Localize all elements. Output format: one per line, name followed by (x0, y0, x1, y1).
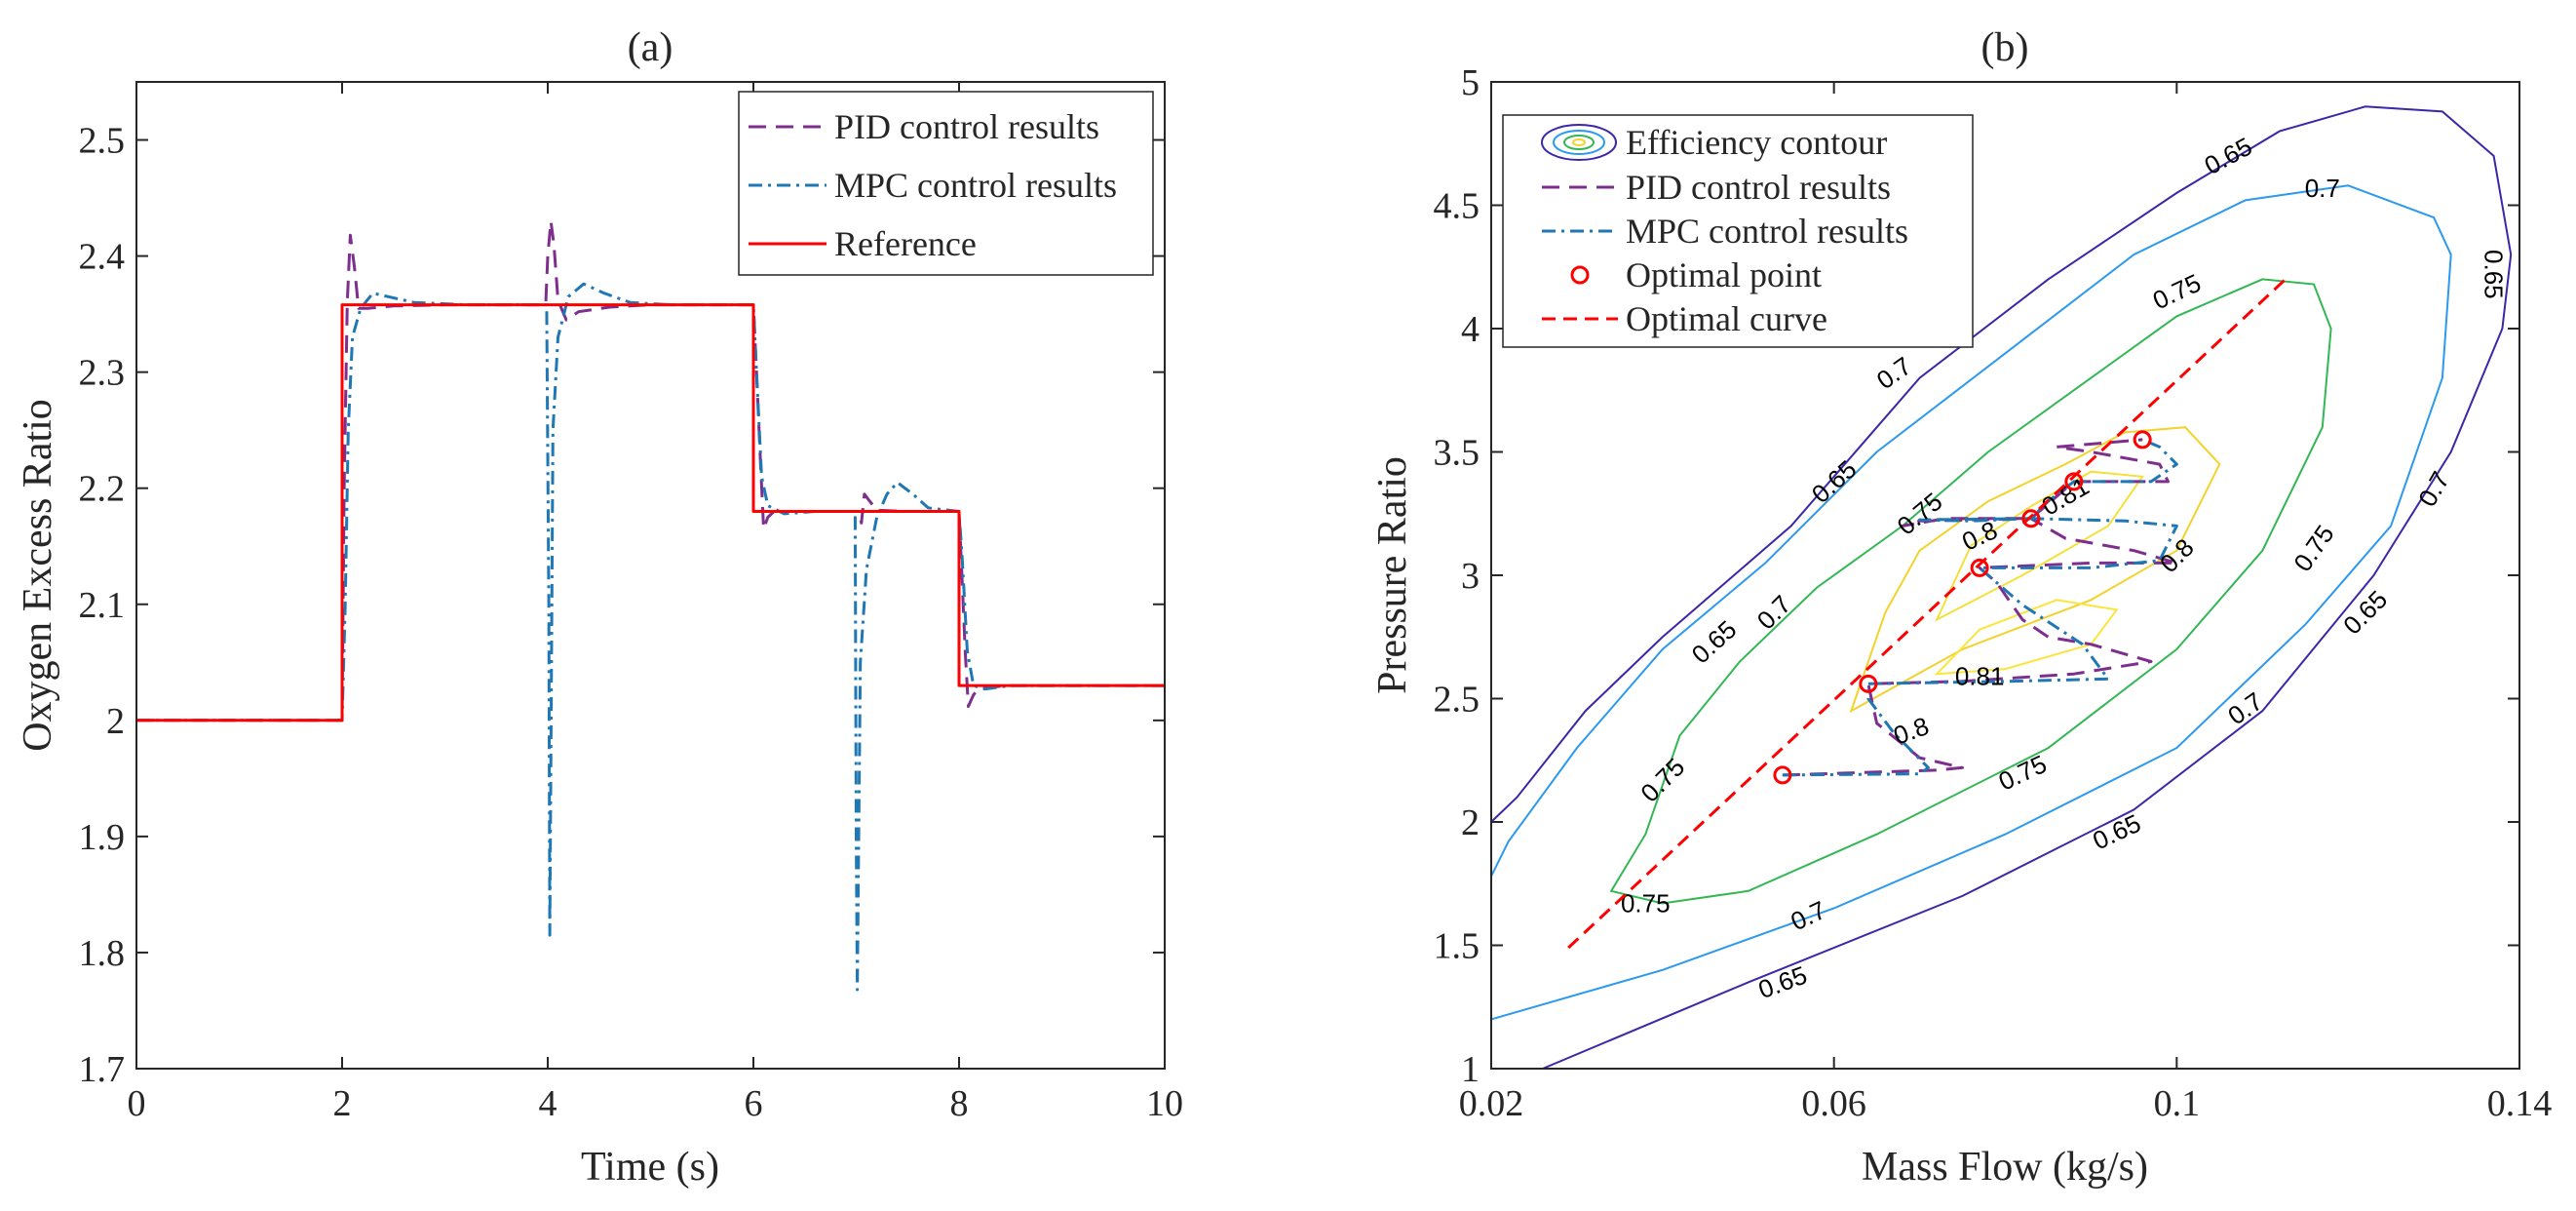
optimal-curve-line (1567, 275, 2289, 950)
legend-a-pid-label: PID control results (834, 107, 1099, 146)
y-tick-label: 2.5 (1434, 680, 1480, 721)
panel-a-legend: PID control results MPC control results … (738, 91, 1154, 276)
legend-a-mpc-label: MPC control results (834, 166, 1117, 205)
y-tick-label: 2.3 (79, 353, 126, 394)
y-tick-label: 1.7 (79, 1049, 126, 1090)
x-tick-label: 0.1 (2154, 1083, 2201, 1124)
panel-b-contour-chart: (b) 0.02 0.06 0.1 0.14 1 1.5 2 2.5 3 3.5 4 4.5 5 0.6… (1370, 25, 2552, 1190)
y-tick-label: 4 (1461, 309, 1480, 350)
optimal-point-marker (1859, 674, 1878, 693)
panel-b-y-axis-label: Pressure Ratio (1370, 456, 1415, 694)
y-tick-label: 2.1 (79, 585, 126, 626)
legend-b-contour-swatch (1541, 124, 1617, 161)
panel-a-axes-box (135, 81, 1166, 1070)
panel-b-x-axis-label: Mass Flow (kg/s) (1862, 1145, 2148, 1190)
y-tick-label: 2 (1461, 802, 1480, 843)
contour-line-0.75 (1609, 278, 2332, 905)
x-tick-label: 4 (539, 1083, 557, 1124)
optimal-point-marker (1970, 558, 1989, 577)
contour-line-0.7 (1490, 184, 2452, 1021)
x-tick-label: 0.02 (1459, 1083, 1524, 1124)
optimal-point-marker (1773, 765, 1792, 785)
contour-line-0.81 (1934, 599, 2119, 676)
panel-a-x-axis-label: Time (s) (581, 1145, 719, 1190)
y-tick-label: 1.5 (1434, 926, 1480, 967)
y-tick-label: 1.8 (79, 933, 126, 974)
contour-label: 0.7 (2305, 174, 2340, 203)
y-tick-label: 2 (106, 701, 125, 742)
x-tick-label: 0 (128, 1083, 146, 1124)
panel-b-ticks: 0.02 0.06 0.1 0.14 1 1.5 2 2.5 3 3.5 4 4.5 5 (1434, 62, 2553, 1124)
y-tick-label: 2.2 (79, 469, 126, 510)
legend-b-optimal-curve-label: Optimal curve (1626, 299, 1827, 338)
contour-label: 0.65 (2480, 250, 2509, 299)
y-tick-label: 2.5 (79, 121, 126, 162)
contour-label: 0.75 (1621, 888, 1671, 918)
series-line-reference (136, 303, 1165, 723)
legend-a-reference-label: Reference (834, 224, 977, 263)
x-tick-label: 0.06 (1801, 1083, 1866, 1124)
optimal-point-marker (2064, 472, 2084, 491)
panel-a-ticks: 0 2 4 6 8 10 1.7 1.8 1.9 2 2.1 2.2 2.3 2.4 2.5 (79, 82, 1183, 1124)
legend-b-optimal-point-label: Optimal point (1626, 255, 1822, 294)
x-tick-label: 0.14 (2487, 1083, 2553, 1124)
y-tick-label: 2.4 (79, 237, 126, 278)
panel-b-axes-box (1490, 81, 2520, 1070)
optimal-point-marker (2133, 430, 2152, 449)
panel-a-y-axis-label: Oxygen Excess Ratio (16, 399, 60, 752)
panel-b-contours-group (1490, 105, 2513, 1070)
panel-b-optimal-group (1567, 275, 2289, 950)
panel-b-title: (b) (1981, 25, 2029, 70)
y-tick-label: 5 (1461, 62, 1480, 103)
x-tick-label: 6 (745, 1083, 763, 1124)
legend-b-pid-label: PID control results (1626, 168, 1891, 207)
contour-line-0.8 (1849, 426, 2221, 714)
series-line-mpc-control-results (136, 282, 1165, 992)
y-tick-label: 3.5 (1434, 433, 1480, 474)
contour-line-0.65 (1490, 105, 2513, 1070)
contour-label: 0.81 (1955, 662, 2005, 691)
legend-b-contour-label: Efficiency contour (1626, 123, 1887, 162)
panel-a-series-group (136, 219, 1165, 992)
x-tick-label: 10 (1146, 1083, 1183, 1124)
contour-line-0.81 (1935, 470, 2144, 622)
y-tick-label: 3 (1461, 556, 1480, 597)
x-tick-label: 8 (950, 1083, 969, 1124)
legend-b-optimal-point-marker (1570, 265, 1590, 285)
panel-b-legend: Efficiency contour PID control results M… (1502, 114, 1974, 348)
y-tick-label: 4.5 (1434, 186, 1480, 227)
series-line-mpc-control-results (1782, 438, 2178, 777)
series-line-pid-control-results (136, 219, 1165, 723)
y-tick-label: 1.9 (79, 817, 126, 858)
y-tick-label: 1 (1461, 1049, 1480, 1090)
optimal-point-marker (2021, 509, 2041, 528)
series-line-pid-control-results (1782, 438, 2178, 777)
legend-b-mpc-label: MPC control results (1626, 212, 1908, 251)
panel-b-series-group (1782, 438, 2178, 777)
panel-a-line-chart: (a) 0 2 4 6 8 10 1.7 1.8 1.9 2 2.1 2.2 2.3 2.4 2.5 Tim… (16, 25, 1183, 1190)
x-tick-label: 2 (333, 1083, 352, 1124)
panel-a-title: (a) (628, 25, 673, 70)
